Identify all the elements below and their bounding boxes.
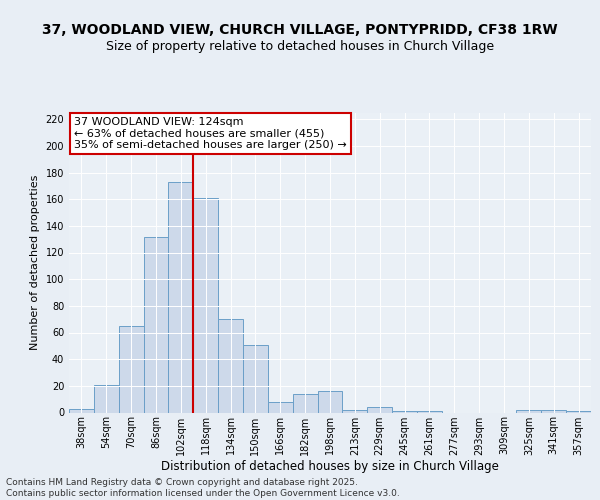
Bar xyxy=(94,384,119,412)
Bar xyxy=(417,411,442,412)
Bar xyxy=(392,411,417,412)
X-axis label: Distribution of detached houses by size in Church Village: Distribution of detached houses by size … xyxy=(161,460,499,473)
Bar xyxy=(517,410,541,412)
Bar xyxy=(169,182,193,412)
Text: Size of property relative to detached houses in Church Village: Size of property relative to detached ho… xyxy=(106,40,494,53)
Y-axis label: Number of detached properties: Number of detached properties xyxy=(30,175,40,350)
Bar xyxy=(69,408,94,412)
Text: 37, WOODLAND VIEW, CHURCH VILLAGE, PONTYPRIDD, CF38 1RW: 37, WOODLAND VIEW, CHURCH VILLAGE, PONTY… xyxy=(42,22,558,36)
Text: 37 WOODLAND VIEW: 124sqm
← 63% of detached houses are smaller (455)
35% of semi-: 37 WOODLAND VIEW: 124sqm ← 63% of detach… xyxy=(74,117,347,150)
Bar xyxy=(293,394,317,412)
Bar xyxy=(218,319,243,412)
Bar xyxy=(317,391,343,412)
Bar xyxy=(143,236,169,412)
Bar xyxy=(566,411,591,412)
Bar xyxy=(119,326,143,412)
Bar xyxy=(268,402,293,412)
Bar xyxy=(343,410,367,412)
Bar xyxy=(367,407,392,412)
Bar xyxy=(243,344,268,412)
Bar xyxy=(541,410,566,412)
Bar xyxy=(193,198,218,412)
Text: Contains HM Land Registry data © Crown copyright and database right 2025.
Contai: Contains HM Land Registry data © Crown c… xyxy=(6,478,400,498)
